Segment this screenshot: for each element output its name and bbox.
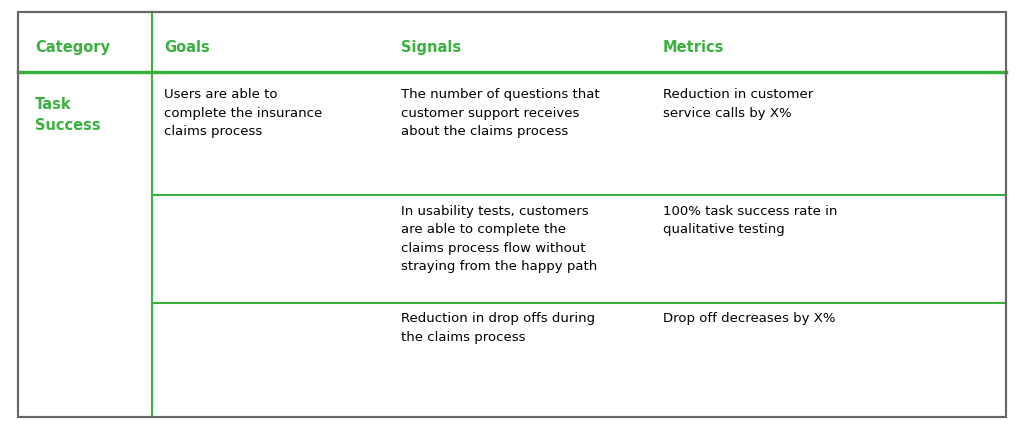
- Text: Signals: Signals: [401, 40, 462, 55]
- Text: Users are able to
complete the insurance
claims process: Users are able to complete the insurance…: [164, 88, 323, 138]
- Text: Goals: Goals: [164, 40, 210, 55]
- Text: Metrics: Metrics: [663, 40, 724, 55]
- Text: Drop off decreases by X%: Drop off decreases by X%: [663, 312, 835, 325]
- Text: Category: Category: [35, 40, 110, 55]
- Text: The number of questions that
customer support receives
about the claims process: The number of questions that customer su…: [401, 88, 600, 138]
- Text: In usability tests, customers
are able to complete the
claims process flow witho: In usability tests, customers are able t…: [401, 204, 598, 273]
- Text: Task
Success: Task Success: [35, 97, 100, 133]
- Text: Reduction in customer
service calls by X%: Reduction in customer service calls by X…: [663, 88, 813, 120]
- Text: 100% task success rate in
qualitative testing: 100% task success rate in qualitative te…: [663, 204, 837, 236]
- Text: Reduction in drop offs during
the claims process: Reduction in drop offs during the claims…: [401, 312, 596, 343]
